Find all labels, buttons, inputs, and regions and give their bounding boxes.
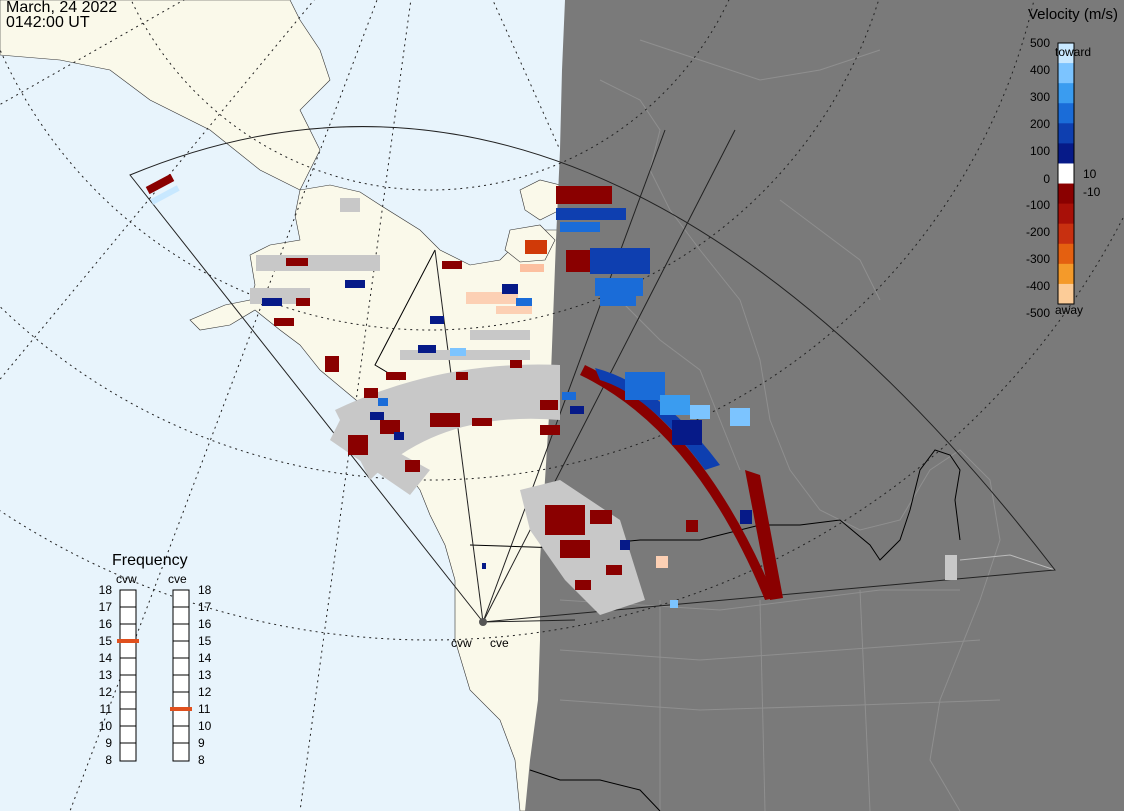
- velocity-away-label: away: [1055, 303, 1083, 317]
- velocity-scale-title: Velocity (m/s): [1027, 6, 1118, 23]
- radar-label-cvw: cvw: [451, 636, 472, 650]
- colorbar-segment: [1058, 163, 1074, 185]
- colorbar-segment: [1058, 123, 1074, 144]
- frequency-tick-label: 10: [198, 719, 212, 733]
- frequency-marker: [117, 639, 139, 643]
- frequency-title: Frequency: [112, 552, 188, 569]
- velocity-tick-label: 500: [1030, 36, 1050, 50]
- frequency-tick-label: 17: [99, 600, 113, 614]
- colorbar-segment: [1058, 223, 1074, 245]
- colorbar-segment: [1058, 283, 1074, 305]
- frequency-tick-label: 9: [105, 736, 112, 750]
- velocity-toward-label: toward: [1055, 45, 1091, 59]
- velocity-tick-label: 300: [1030, 90, 1050, 104]
- radar-site-marker: [479, 618, 487, 626]
- frequency-tick-label: 16: [198, 617, 212, 631]
- frequency-marker: [170, 707, 192, 711]
- border-line: [959, 554, 1056, 571]
- frequency-tick-label: 12: [99, 685, 113, 699]
- colorbar-segment: [1058, 243, 1074, 265]
- velocity-tick-label: -500: [1026, 306, 1050, 320]
- colorbar-outline: [1057, 42, 1075, 305]
- frequency-tick-label: 8: [105, 753, 112, 767]
- velocity-tick-label: -300: [1026, 252, 1050, 266]
- frequency-tick-label: 17: [198, 600, 212, 614]
- frequency-tick-label: 13: [198, 668, 212, 682]
- velocity-tick-label: 200: [1030, 117, 1050, 131]
- velocity-colorbar: [1057, 42, 1075, 305]
- velocity-tick-labels: 500400300200100100-10-100-200-300-400-50…: [1026, 36, 1101, 320]
- frequency-tick-label: 15: [198, 634, 212, 648]
- colorbar-segment: [1058, 83, 1074, 104]
- radar-fov: [129, 126, 1056, 623]
- velocity-tick-label: 0: [1043, 172, 1050, 186]
- frequency-gauges: 18 17 16 15 14 13 12 11 10 9 8 18 17 16 15 14 13 12 11 10 9 8: [99, 583, 212, 767]
- frequency-radar-cvw: cvw: [116, 572, 137, 586]
- frequency-tick-label: 14: [99, 651, 113, 665]
- colorbar-segment: [1058, 103, 1074, 124]
- frequency-tick-label: 11: [100, 702, 113, 716]
- frequency-tick-label: 18: [198, 583, 212, 597]
- border-line: [529, 769, 661, 811]
- frequency-tick-label: 9: [198, 736, 205, 750]
- frequency-tick-label: 16: [99, 617, 113, 631]
- frequency-tick-label: 8: [198, 753, 205, 767]
- colorbar-segment: [1058, 43, 1074, 64]
- frequency-tick-label: 15: [99, 634, 113, 648]
- border-line: [469, 449, 961, 561]
- date-label: March, 24 2022: [6, 0, 118, 16]
- radar-label-cve: cve: [490, 636, 509, 650]
- colorbar-segment: [1058, 203, 1074, 225]
- velocity-tick-label: 400: [1030, 63, 1050, 77]
- velocity-tick-label: 100: [1030, 144, 1050, 158]
- velocity-tick-label: -100: [1026, 198, 1050, 212]
- echoes-toward: [150, 185, 752, 608]
- velocity-tick-label: -200: [1026, 225, 1050, 239]
- colorbar-segment: [1058, 183, 1074, 205]
- frequency-radar-cve: cve: [168, 572, 187, 586]
- velocity-tick-label: -10: [1083, 185, 1101, 199]
- night-terminator: [525, 0, 1124, 811]
- frequency-tick-label: 14: [198, 651, 212, 665]
- colorbar-segment: [1058, 263, 1074, 285]
- velocity-tick-label: 10: [1083, 167, 1097, 181]
- time-label: 0142:00 UT: [6, 14, 90, 31]
- colorbar-segment: [1058, 63, 1074, 84]
- frequency-tick-label: 18: [99, 583, 113, 597]
- velocity-tick-label: -400: [1026, 279, 1050, 293]
- frequency-tick-label: 13: [99, 668, 113, 682]
- frequency-tick-label: 12: [198, 685, 212, 699]
- echoes-away-fast: [466, 240, 668, 568]
- colorbar-segment: [1058, 143, 1074, 164]
- frequency-tick-label: 10: [99, 719, 113, 733]
- frequency-tick-label: 11: [198, 702, 211, 716]
